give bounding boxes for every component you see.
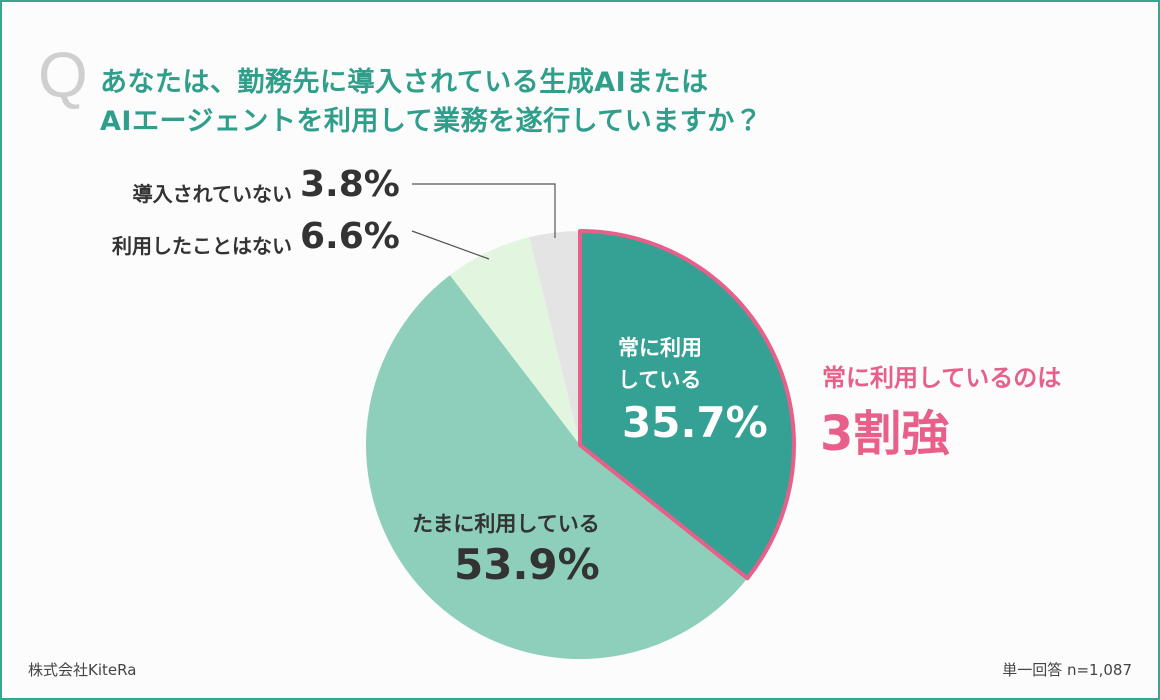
slice-label: たまに利用している	[412, 512, 600, 536]
slice-value-label: 53.9%	[454, 540, 600, 589]
slice-value-label: 35.7%	[622, 398, 768, 447]
title-line: AIエージェントを利用して業務を遂行していますか？	[100, 106, 763, 137]
pie-slice	[449, 237, 580, 445]
note: 単一回答 n=1,087	[1002, 661, 1132, 679]
leader-line	[411, 230, 490, 260]
slice-label: 常に利用している	[618, 336, 702, 392]
q-mark: Q	[38, 39, 88, 111]
source: 株式会社KiteRa	[28, 661, 137, 679]
slice-value-label: 6.6%	[300, 216, 400, 257]
leader-line	[412, 183, 556, 238]
pie-slice	[365, 275, 748, 659]
pie-slice	[529, 231, 580, 445]
title-line: あなたは、勤務先に導入されている生成AIまたは	[100, 67, 709, 98]
slice-label: 導入されていない	[132, 182, 292, 206]
slice-value-label: 3.8%	[300, 164, 400, 205]
pie-slice	[578, 229, 796, 581]
annotation-emphasis: 3割強	[820, 406, 950, 462]
slice-label: 利用したことはない	[112, 234, 292, 258]
annotation: 常に利用しているのは	[822, 364, 1062, 392]
